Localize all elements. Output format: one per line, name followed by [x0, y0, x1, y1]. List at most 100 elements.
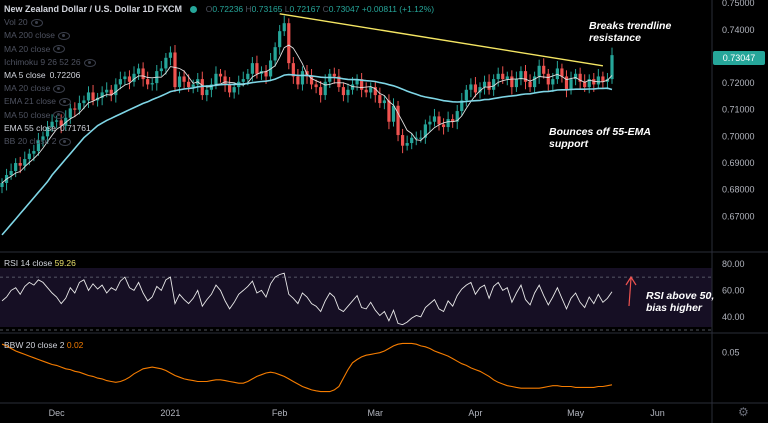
annotation-line: Bounces off 55-EMA — [549, 126, 651, 138]
candle-body — [82, 100, 86, 104]
indicator-row[interactable]: MA 50 close — [4, 109, 434, 122]
ema55-line — [1, 73, 613, 236]
candle-body — [537, 65, 541, 77]
symbol-title[interactable]: New Zealand Dollar / U.S. Dollar 1D FXCM — [4, 4, 183, 14]
y-tick-label: 0.05 — [722, 348, 740, 358]
candle-body — [27, 153, 31, 160]
candle-body — [59, 120, 63, 126]
indicator-row[interactable]: MA 20 close — [4, 82, 434, 95]
candle-body — [519, 71, 523, 80]
candle-body — [396, 105, 400, 136]
rsi-legend[interactable]: RSI 14 close 59.26 — [4, 258, 76, 268]
y-tick-label: 0.67000 — [722, 211, 755, 221]
candle-body — [123, 76, 127, 80]
candle-body — [323, 81, 327, 96]
y-tick-label: 0.74000 — [722, 25, 755, 35]
candle-body — [45, 127, 50, 137]
candle-body — [191, 84, 195, 88]
eye-hidden-icon[interactable] — [53, 45, 66, 54]
candle-body — [405, 143, 409, 146]
indicator-label: Ichimoku 9 26 52 26 — [4, 56, 81, 67]
candle-body — [583, 81, 587, 88]
candle-body — [400, 135, 405, 146]
candle-body — [136, 68, 141, 74]
eye-hidden-icon[interactable] — [53, 111, 66, 120]
high-value: 0.73165 — [251, 4, 283, 14]
close-label: C — [322, 4, 329, 14]
candle-body — [455, 111, 459, 122]
indicator-label: BB 20 close 2 — [4, 136, 57, 147]
candle-body — [350, 84, 355, 90]
bbw-value: 0.02 — [66, 340, 84, 350]
candle-body — [596, 76, 600, 85]
x-tick-label: May — [567, 408, 585, 418]
ma5-line — [1, 44, 613, 184]
candle-body — [610, 55, 614, 80]
x-tick-label: Feb — [272, 408, 288, 418]
candle-body — [114, 84, 118, 96]
indicator-label: EMA 21 close — [4, 96, 56, 107]
indicator-row[interactable]: Vol 20 — [4, 16, 434, 29]
candle-body — [146, 79, 150, 85]
annotation-line: Breaks trendline — [589, 20, 672, 32]
candle-body — [573, 73, 578, 80]
candle-body — [469, 84, 473, 90]
bbw-legend[interactable]: BBW 20 close 2 0.02 — [4, 340, 83, 350]
candle-body — [187, 81, 191, 88]
low-label: L — [284, 4, 290, 14]
change-value: +0.00811 (+1.12%) — [361, 4, 435, 14]
eye-hidden-icon[interactable] — [59, 137, 72, 146]
candle-body — [14, 163, 18, 172]
symbol-row: New Zealand Dollar / U.S. Dollar 1D FXCM… — [4, 3, 434, 16]
gear-icon[interactable]: ⚙ — [738, 405, 749, 419]
eye-hidden-icon[interactable] — [58, 32, 71, 41]
candle-body — [273, 47, 277, 61]
candle-body — [528, 81, 532, 88]
candle-body — [464, 89, 468, 101]
eye-hidden-icon[interactable] — [83, 58, 96, 67]
arrow-icon — [625, 275, 637, 286]
candle-body — [364, 89, 368, 93]
candle-body — [282, 23, 286, 32]
annotation-rsi-bias: RSI above 50, bias higher — [646, 290, 714, 314]
rsi-line — [1, 272, 613, 326]
y-tick-label: 0.69000 — [722, 158, 755, 168]
indicator-row[interactable]: BB 20 close 2 — [4, 135, 434, 148]
candle-body — [533, 76, 537, 88]
candle-body — [473, 84, 478, 93]
eye-hidden-icon[interactable] — [30, 18, 43, 27]
candle-body — [564, 76, 569, 90]
indicator-row[interactable]: Ichimoku 9 26 52 26 — [4, 56, 434, 69]
candle-body — [437, 116, 441, 125]
y-tick-label: 0.75000 — [722, 0, 755, 8]
indicator-row[interactable]: EMA 55 close 0.71761 — [4, 122, 434, 135]
candle-body — [287, 23, 291, 64]
candle-body — [428, 121, 432, 125]
candle-body — [496, 73, 500, 80]
candle-body — [419, 137, 423, 139]
candle-body — [241, 79, 245, 82]
candle-body — [378, 95, 382, 104]
indicator-row[interactable]: EMA 21 close — [4, 95, 434, 108]
candle-body — [501, 73, 505, 80]
annotation-line: resistance — [589, 32, 641, 44]
eye-hidden-icon[interactable] — [53, 84, 66, 93]
x-tick-label: Jun — [650, 408, 665, 418]
candle-body — [332, 73, 336, 77]
rsi-label: RSI 14 close — [4, 258, 53, 268]
indicator-row[interactable]: MA 5 close 0.72206 — [4, 69, 434, 82]
candle-body — [118, 79, 122, 85]
candle-body — [150, 83, 154, 85]
candle-body — [255, 63, 259, 74]
indicator-row[interactable]: MA 20 close — [4, 43, 434, 56]
candle-body — [387, 100, 391, 122]
candle-body — [514, 79, 519, 88]
candle-body — [41, 136, 45, 141]
candle-body — [601, 76, 605, 82]
candle-body — [478, 87, 482, 93]
eye-hidden-icon[interactable] — [58, 98, 71, 107]
candle-body — [232, 87, 236, 93]
candle-body — [105, 89, 109, 93]
indicator-row[interactable]: MA 200 close — [4, 29, 434, 42]
